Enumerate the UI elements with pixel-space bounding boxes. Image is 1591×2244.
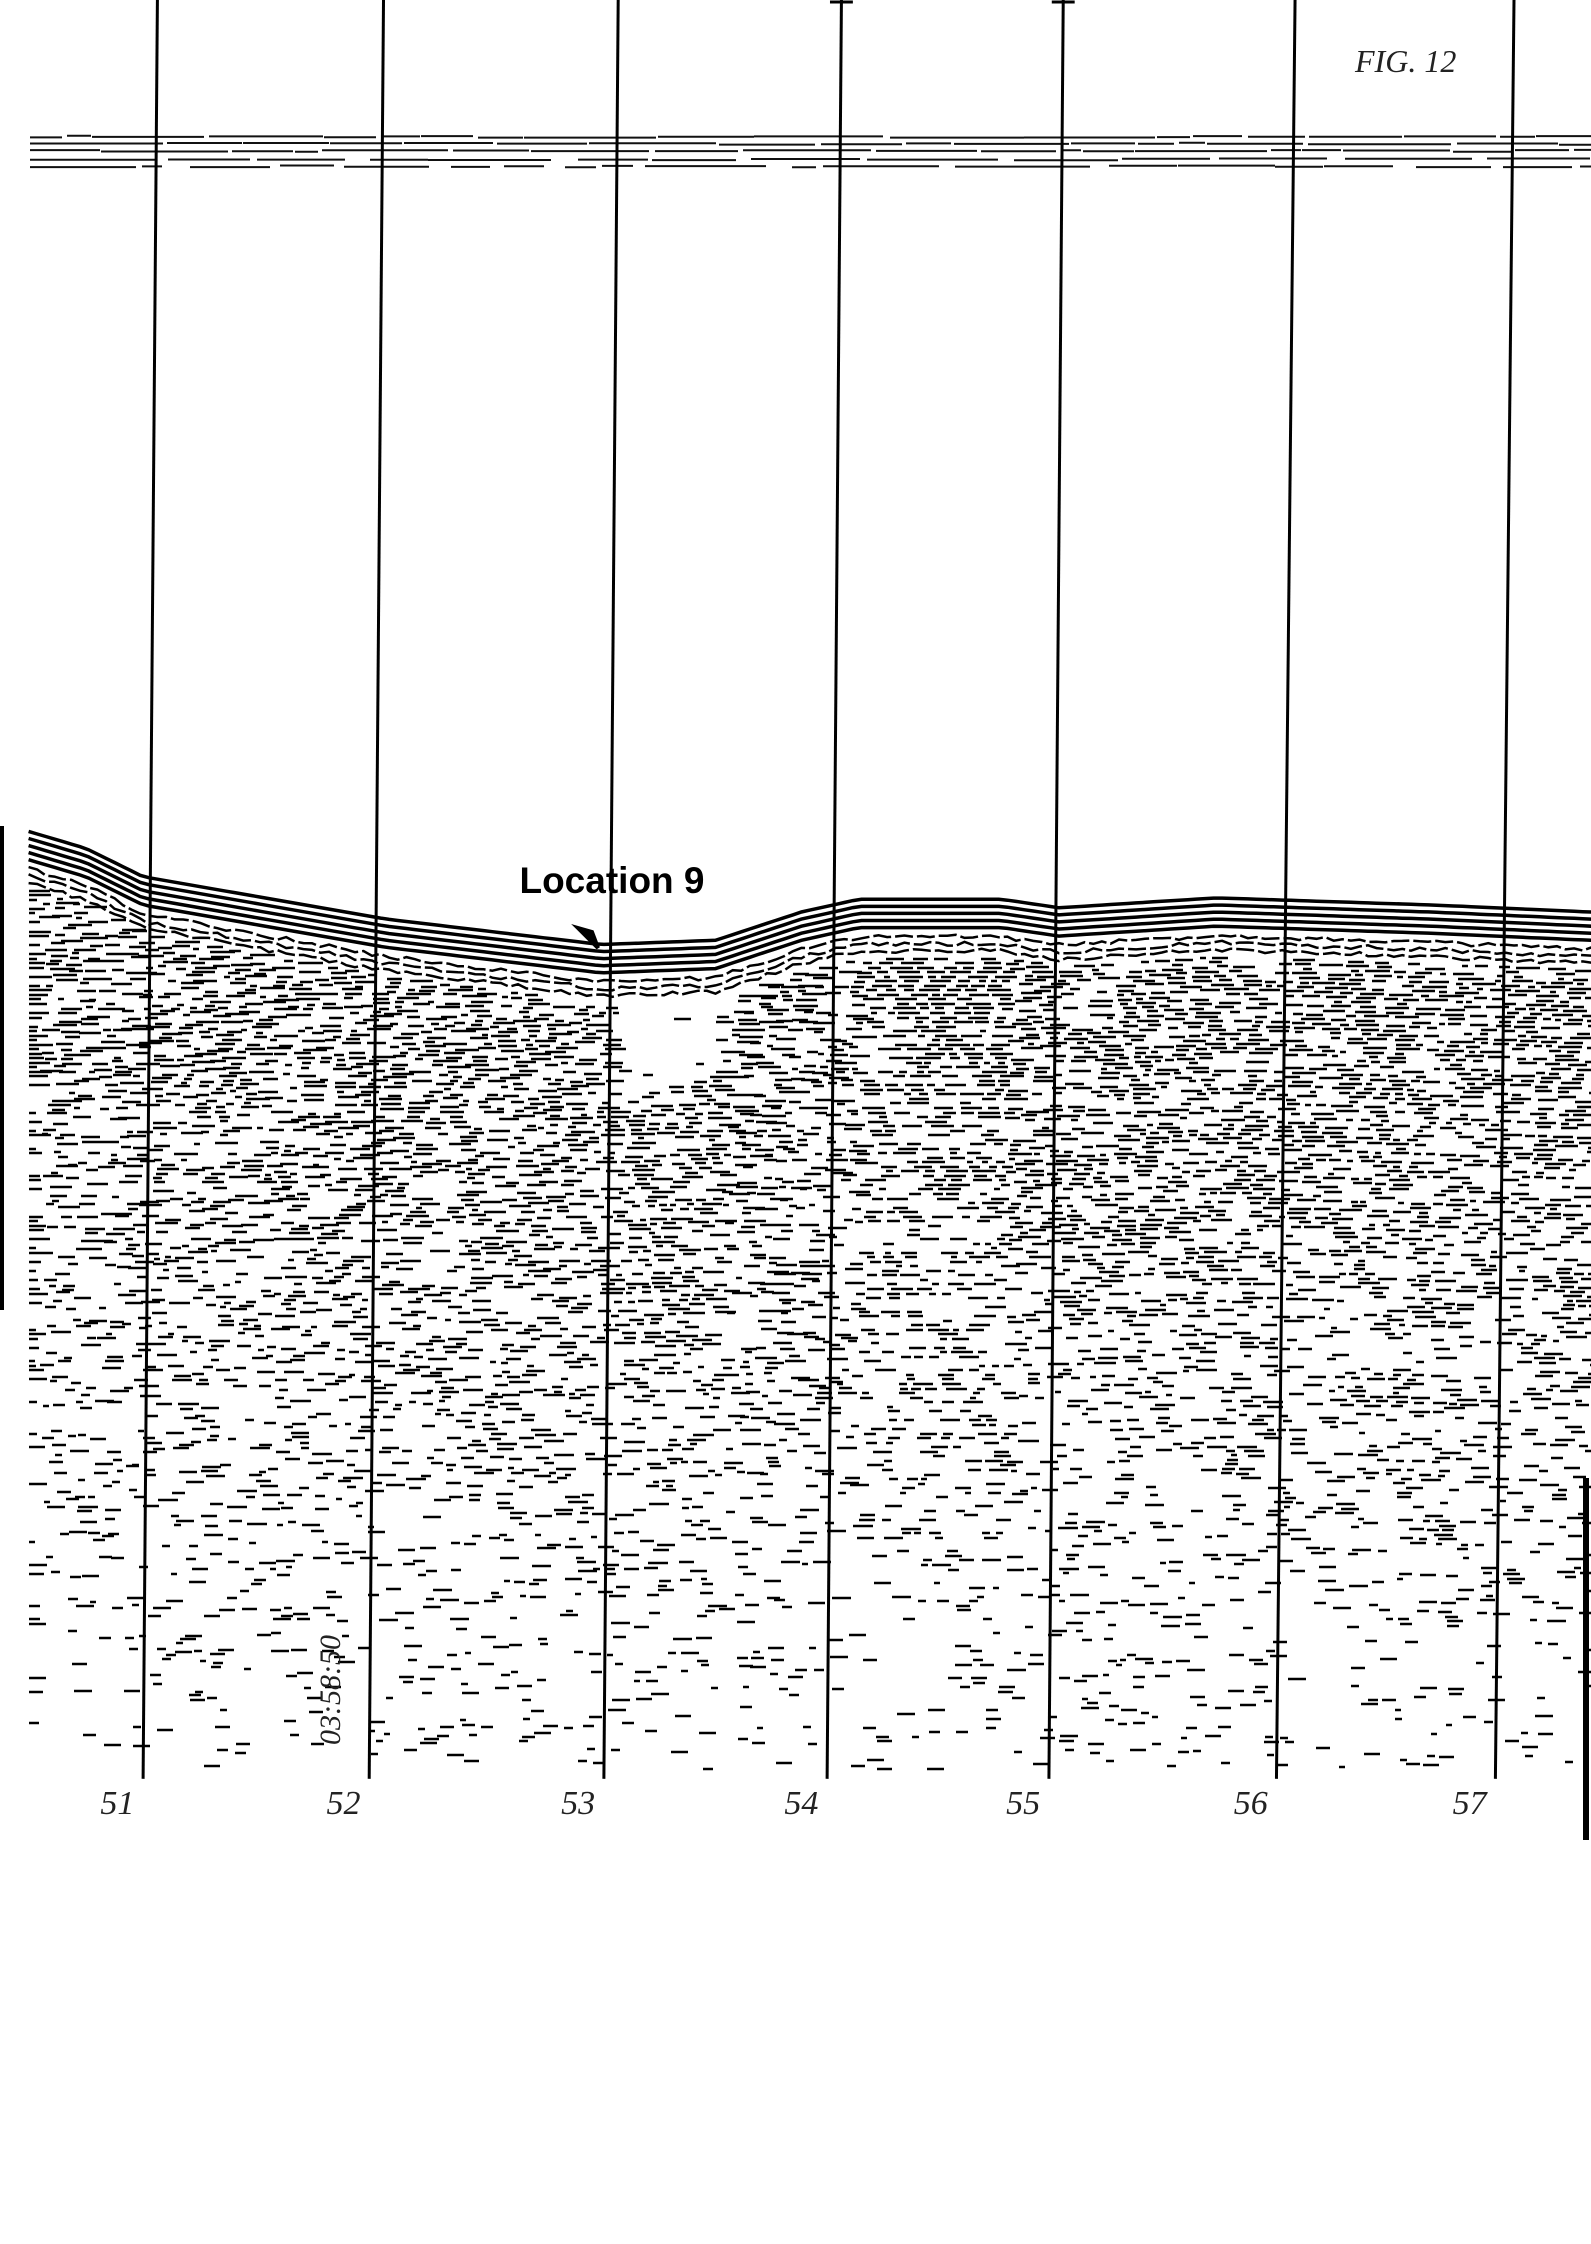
trace-label: 53 [561,1785,595,1822]
page: FIG. 12 Location 9 03:58:50 51 52 53 54 55 56… [0,0,1591,2244]
trace-label: 56 [1234,1785,1268,1822]
location-annotation: Location 9 [519,860,704,901]
trace-label: 51 [100,1785,134,1822]
trace-label: 54 [784,1785,818,1822]
left-bar [0,826,4,1310]
background [0,0,1591,2244]
timestamp: 03:58:50 [314,1635,347,1745]
trace-label: 57 [1453,1785,1489,1822]
trace-label: 52 [326,1785,360,1822]
trace-label: 55 [1006,1785,1040,1822]
figure-label: FIG. 12 [1354,43,1456,79]
right-bar [1583,1478,1589,1840]
seismic-figure: FIG. 12 Location 9 03:58:50 51 52 53 54 55 56… [0,0,1591,2244]
